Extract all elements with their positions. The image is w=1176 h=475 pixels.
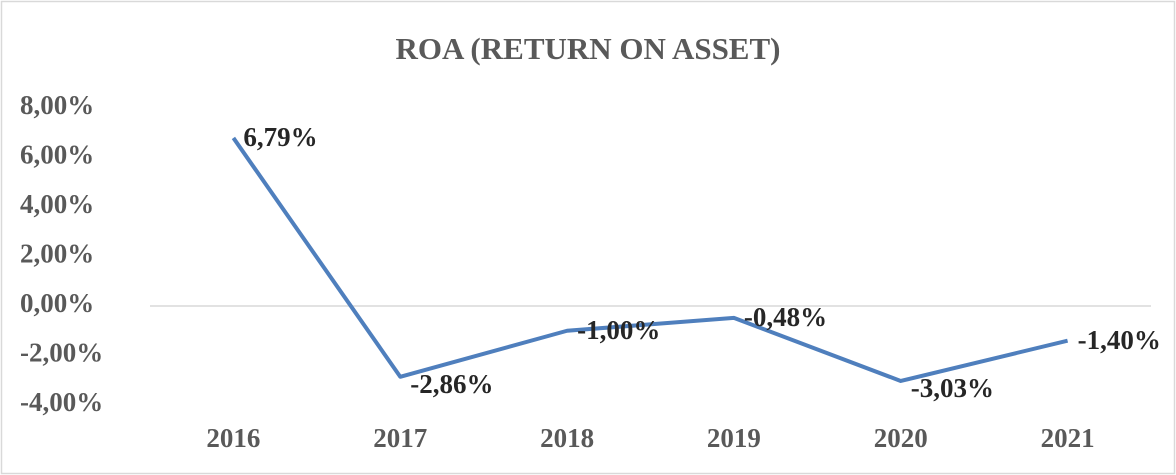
y-tick-label: -4,00% [20, 387, 103, 417]
y-tick-label: -2,00% [20, 338, 103, 368]
x-tick-label: 2021 [1041, 423, 1095, 453]
y-tick-label: 0,00% [20, 288, 94, 318]
data-label: -3,03% [911, 373, 994, 403]
x-tick-label: 2019 [707, 423, 761, 453]
x-tick-label: 2017 [373, 423, 427, 453]
data-label: -1,00% [577, 315, 660, 345]
data-label: 6,79% [243, 122, 317, 152]
x-tick-label: 2018 [540, 423, 594, 453]
x-tick-label: 2020 [874, 423, 928, 453]
y-tick-label: 2,00% [20, 239, 94, 269]
y-tick-label: 4,00% [20, 189, 94, 219]
chart-title: ROA (RETURN ON ASSET) [396, 31, 781, 66]
line-series [231, 136, 1069, 383]
x-tick-label: 2016 [206, 423, 260, 453]
data-label: -2,86% [410, 369, 493, 399]
data-label: -0,48% [744, 302, 827, 332]
y-tick-label: 6,00% [20, 140, 94, 170]
y-tick-label: 8,00% [20, 90, 94, 120]
data-label: -1,40% [1078, 325, 1161, 355]
